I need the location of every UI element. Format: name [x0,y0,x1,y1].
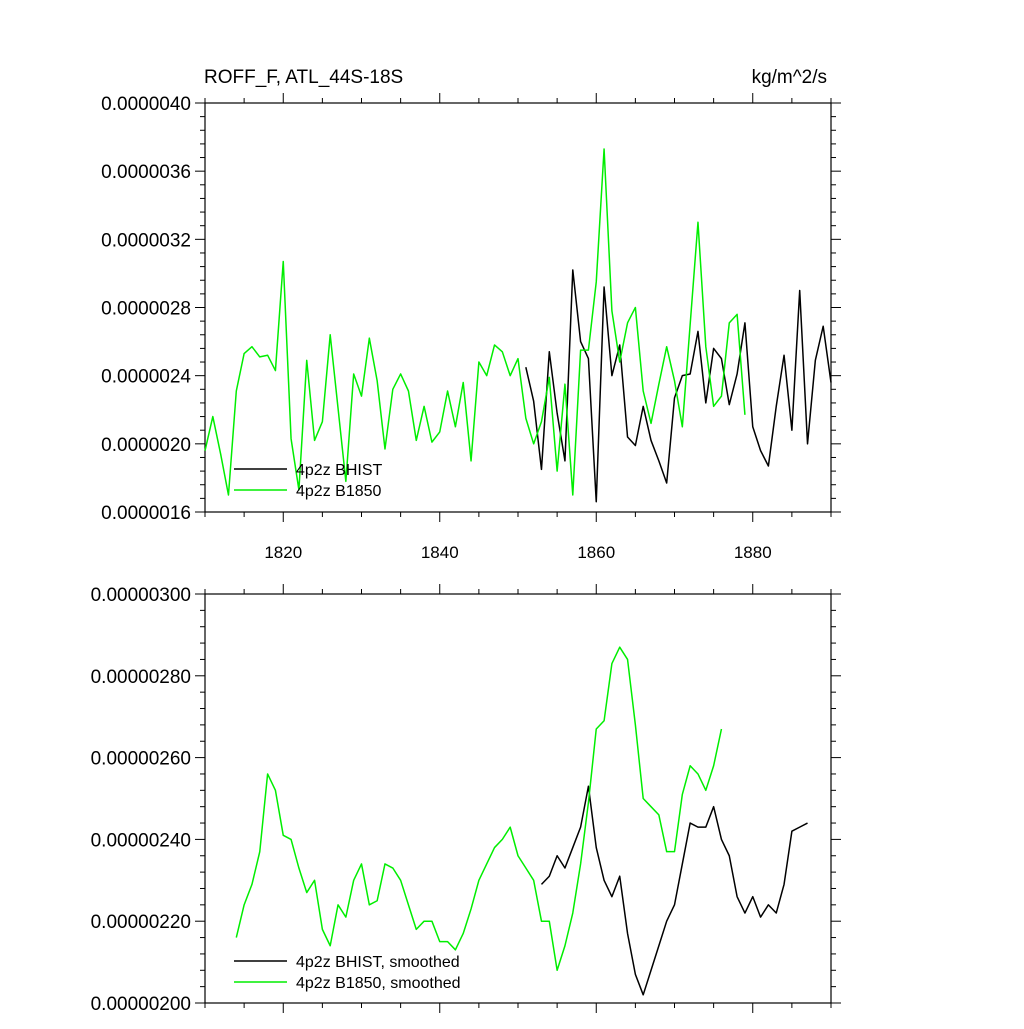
y-tick-label: 0.0000028 [101,299,191,320]
series-line-2 [235,646,723,972]
legend-label-2: 4p2z B1850 [296,483,382,500]
x-tick-label: 1840 [421,543,459,562]
x-tick-label: 1820 [264,543,302,562]
y-tick-label: 0.0000020 [101,435,191,456]
legend-label-2: 4p2z B1850, smoothed [296,975,461,992]
y-tick-label: 0.00000280 [91,667,191,688]
y-tick-label: 0.00000240 [91,830,191,851]
series-line-1 [540,785,808,996]
x-tick-label: 1880 [734,543,772,562]
y-tick-label: 0.00000200 [91,994,191,1015]
series-line-2 [204,148,746,496]
y-tick-label: 0.00000260 [91,749,191,770]
y-tick-label: 0.0000016 [101,503,191,524]
chart-1: 0.0000016 0.0000020 0.0000024 0.0000028 0.00… [101,67,841,562]
legend-label-1: 4p2z BHIST [296,462,382,479]
y-tick-label: 0.0000040 [101,94,191,115]
plot-frame [204,102,832,513]
chart-units: kg/m^2/s [752,67,827,88]
chart-2: 0.00000200 0.00000220 0.00000240 0.00000260… [91,584,841,1015]
y-tick-label: 0.00000300 [91,585,191,606]
plot-frame [204,593,832,1004]
series-line-1 [525,269,832,503]
y-tick-label: 0.0000036 [101,162,191,183]
y-tick-label: 0.0000032 [101,230,191,251]
legend-label-1: 4p2z BHIST, smoothed [296,954,460,971]
y-tick-label: 0.0000024 [101,367,191,388]
chart-title: ROFF_F, ATL_44S-18S [204,67,403,88]
y-tick-label: 0.00000220 [91,912,191,933]
x-tick-label: 1860 [577,543,615,562]
